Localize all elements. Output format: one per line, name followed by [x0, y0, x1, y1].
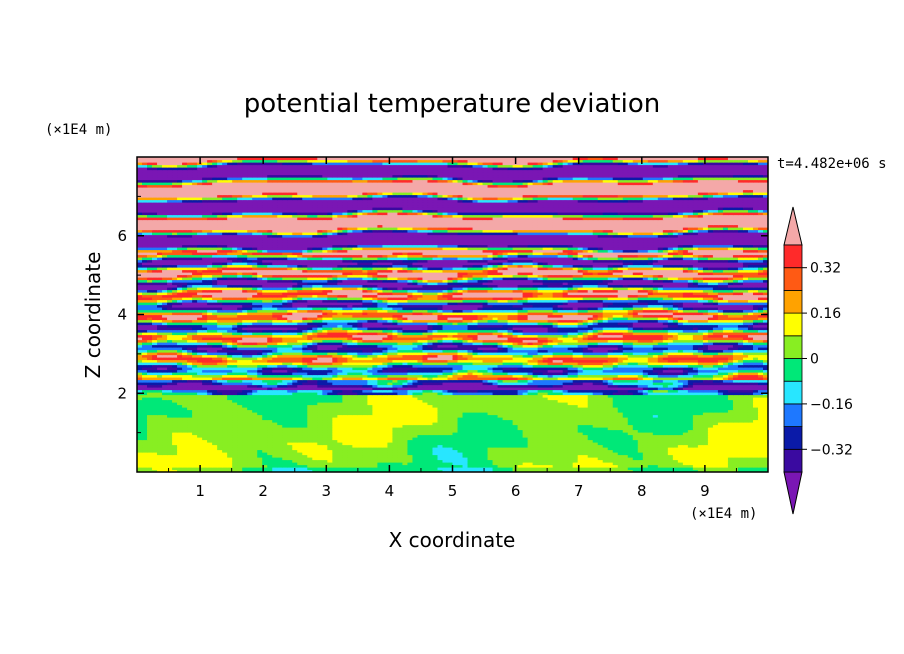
chart-title: potential temperature deviation — [244, 89, 660, 119]
time-label: t=4.482e+06 s — [777, 156, 887, 172]
contour-field — [137, 157, 769, 473]
y-unit-label: (×1E4 m) — [45, 122, 112, 138]
